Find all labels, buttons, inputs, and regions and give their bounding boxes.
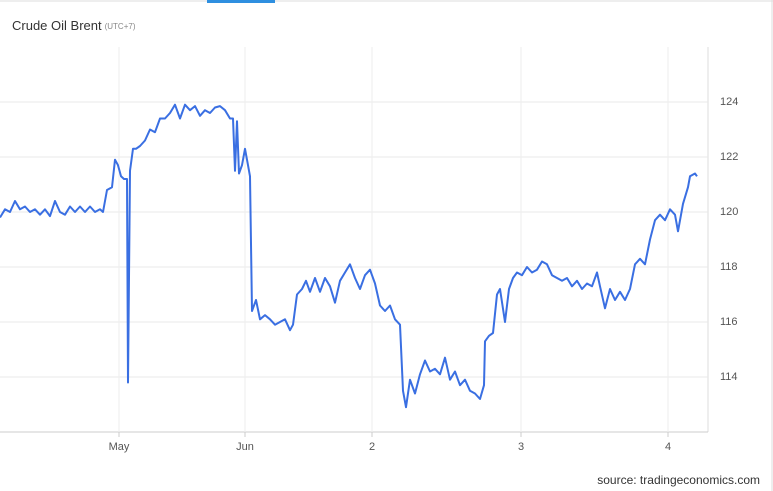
source: source: tradingeconomics.com — [597, 473, 760, 487]
y-tick-label: 122 — [720, 151, 738, 163]
y-tick-label: 120 — [720, 206, 738, 218]
title: Crude Oil Brent — [12, 18, 102, 33]
tab-indicator — [207, 0, 275, 3]
line-series — [0, 103, 698, 409]
subtitle: (UTC+7) — [105, 22, 136, 31]
y-tick-label: 114 — [720, 371, 738, 383]
x-tick-label: 3 — [518, 441, 524, 453]
y-tick-label: 118 — [720, 261, 738, 273]
x-tick-label: May — [109, 441, 130, 453]
plot-area: 114 116 118 120 122 124 May Jun 2 3 4 — [0, 47, 738, 453]
y-tick-label: 116 — [720, 316, 738, 328]
y-tick-label: 124 — [720, 96, 738, 108]
x-tick-label: 2 — [369, 441, 375, 453]
x-tick-label: 4 — [665, 441, 671, 453]
chart-title: Crude Oil Brent (UTC+7) — [12, 18, 136, 33]
x-tick-label: Jun — [236, 441, 254, 453]
